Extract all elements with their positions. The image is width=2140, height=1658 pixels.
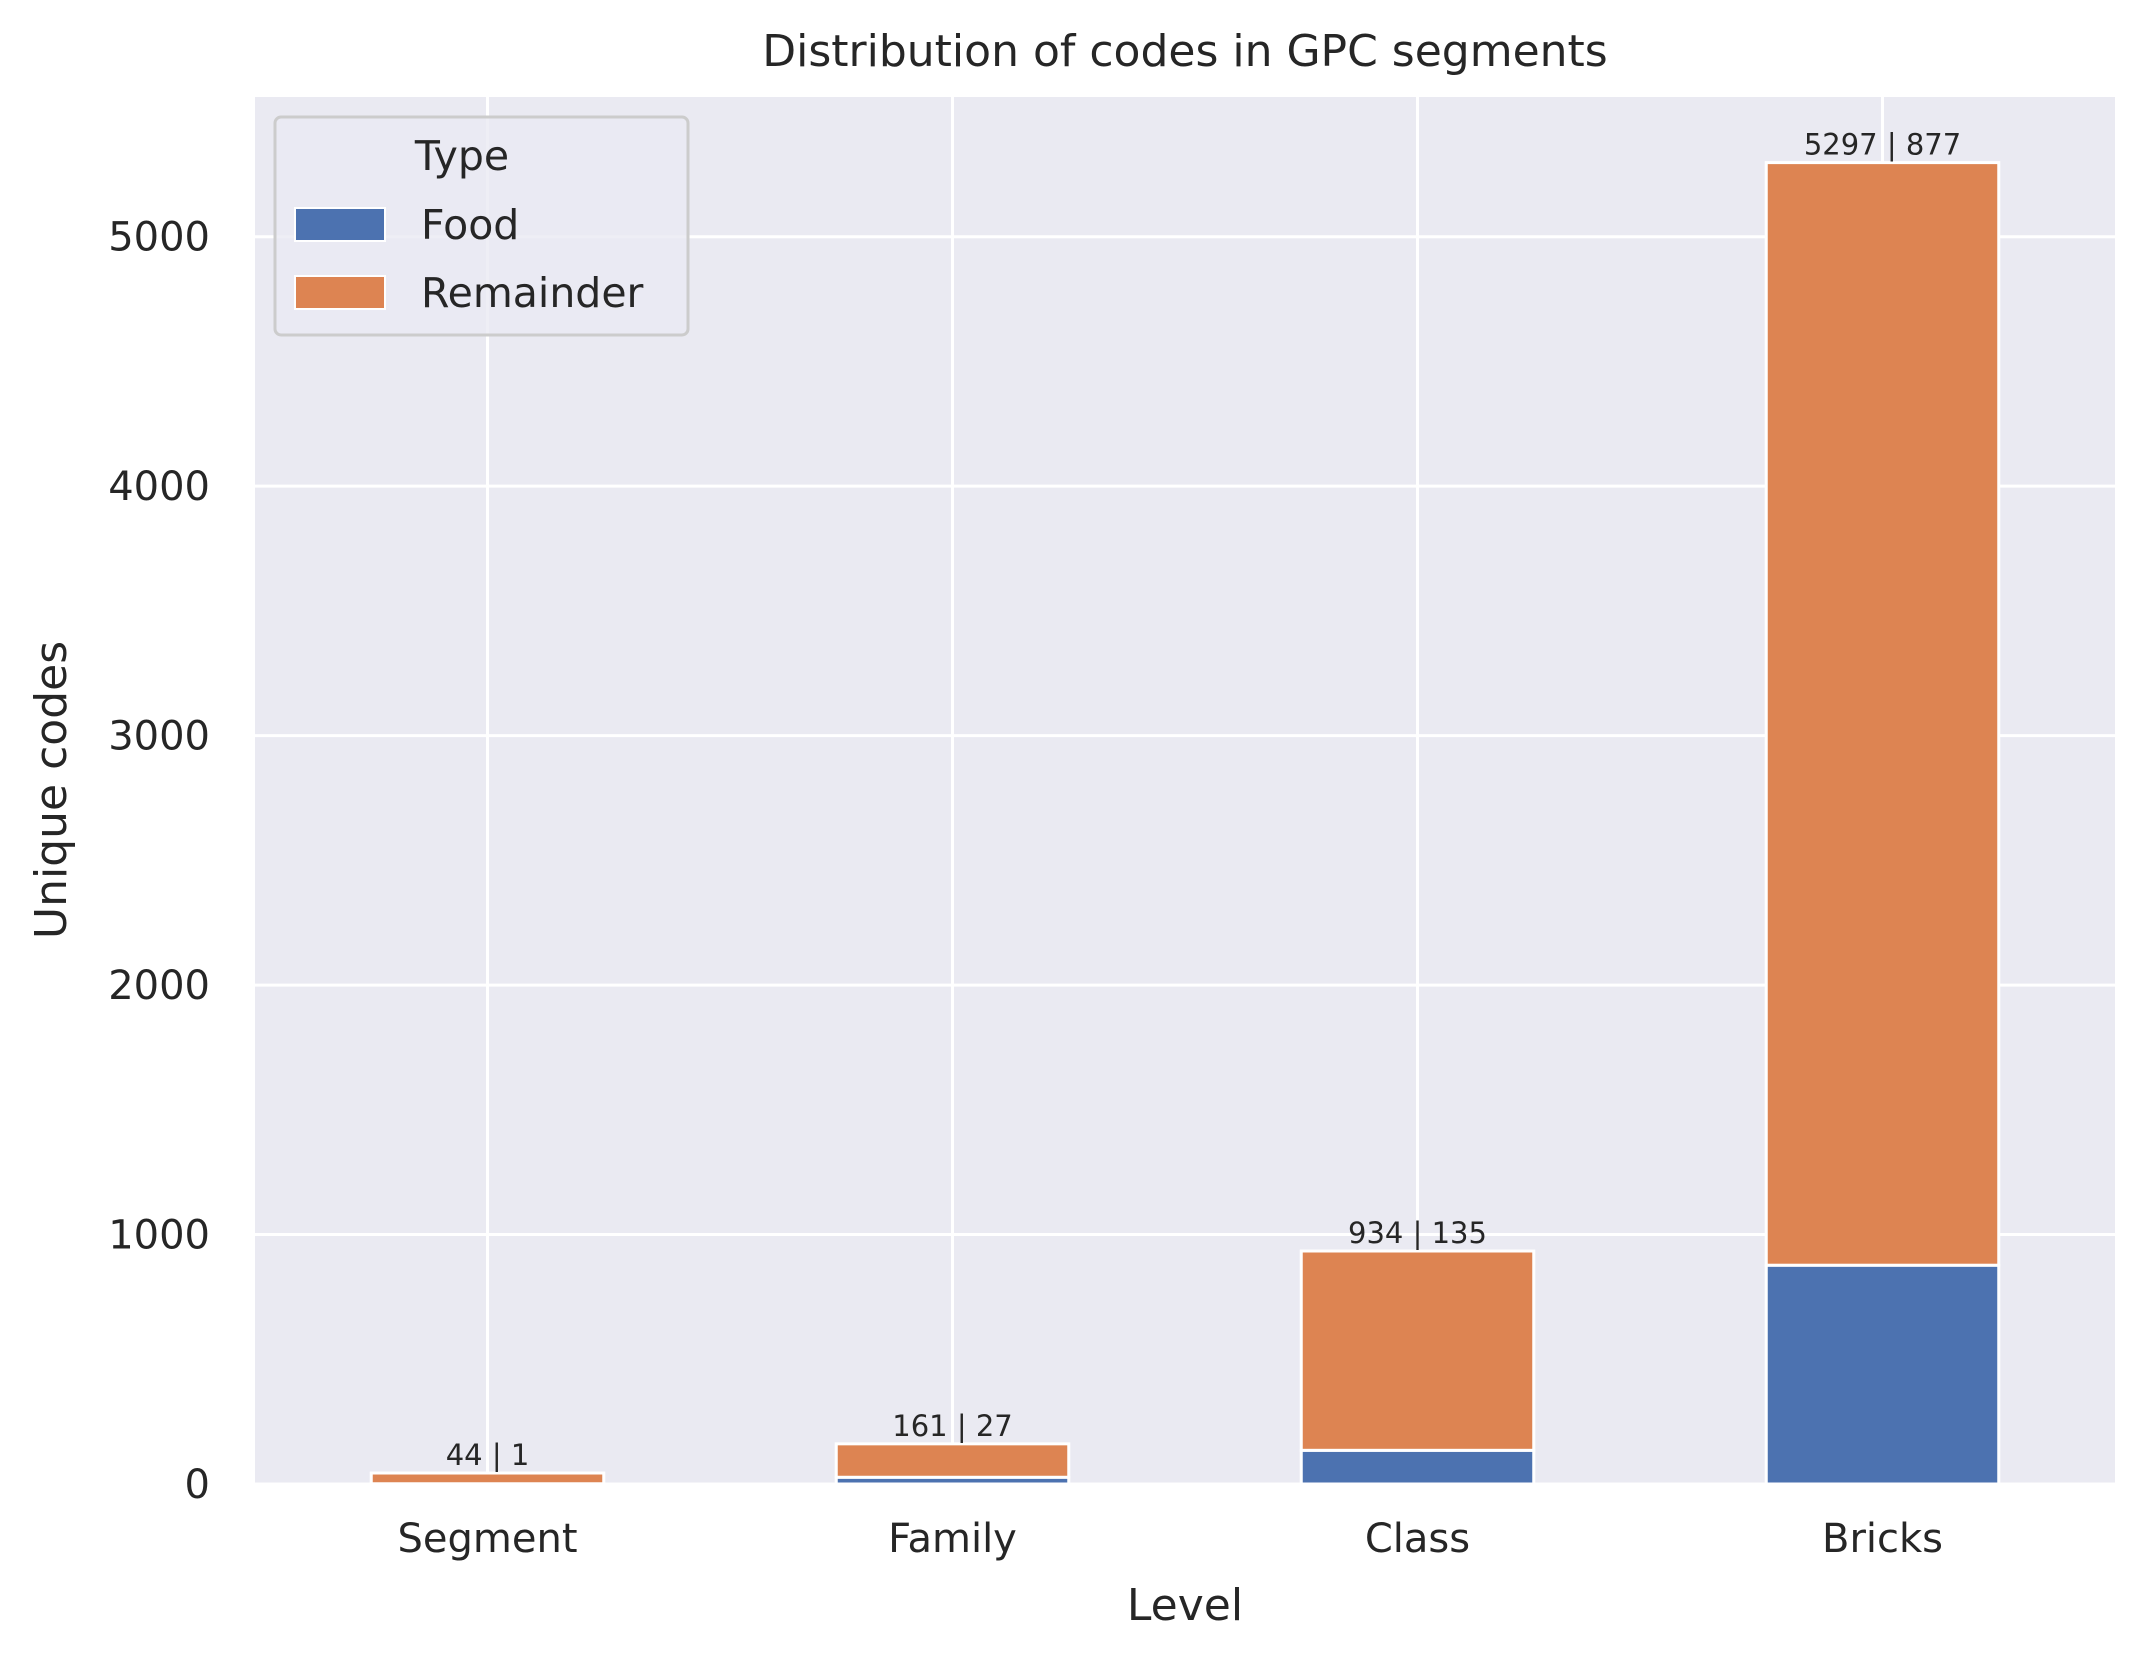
legend-swatch-food (294, 207, 386, 242)
x-tick-label: Bricks (1822, 1516, 1943, 1562)
bar-remainder-segment (369, 1471, 606, 1486)
legend: Type Food Remainder (273, 115, 690, 337)
data-labels: 44 | 1 161 | 27 934 | 135 5297 | 877 (446, 128, 1961, 1472)
y-tick-labels: 0 1000 2000 3000 4000 5000 (108, 215, 210, 1508)
bar-remainder-bricks (1764, 161, 2001, 1267)
y-tick-label: 0 (185, 1462, 210, 1508)
x-tick-labels: Segment Family Class Bricks (398, 1516, 1944, 1562)
y-tick-label: 3000 (108, 714, 210, 760)
x-tick-label: Segment (398, 1516, 578, 1562)
x-tick-label: Class (1365, 1516, 1470, 1562)
y-tick-label: 4000 (108, 464, 210, 510)
y-tick-label: 5000 (108, 215, 210, 261)
y-tick-label: 1000 (108, 1213, 210, 1259)
x-tick-label: Family (888, 1516, 1017, 1562)
bar-food-class (1299, 1448, 1536, 1486)
bar-food-bricks (1764, 1263, 2001, 1486)
y-axis-label: Unique codes (26, 641, 77, 939)
x-axis-label: Level (1127, 1580, 1243, 1631)
data-label: 161 | 27 (892, 1409, 1012, 1443)
legend-title: Type (414, 132, 509, 180)
chart-title: Distribution of codes in GPC segments (762, 26, 1607, 77)
legend-label-food: Food (421, 201, 519, 249)
data-label: 5297 | 877 (1804, 128, 1961, 162)
data-label: 44 | 1 (446, 1438, 530, 1472)
data-label: 934 | 135 (1348, 1216, 1487, 1250)
legend-label-remainder: Remainder (421, 269, 644, 317)
bar-remainder-class (1299, 1249, 1536, 1452)
y-tick-label: 2000 (108, 963, 210, 1009)
bars (369, 161, 2001, 1486)
legend-swatch-remainder (294, 275, 386, 310)
bar-remainder-family (834, 1442, 1071, 1479)
